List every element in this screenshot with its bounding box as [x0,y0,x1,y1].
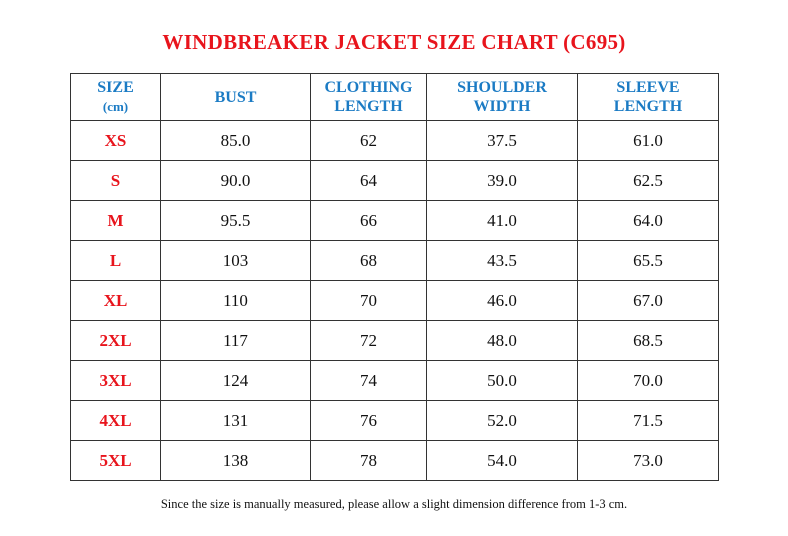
header-line: LENGTH [334,98,403,115]
value-cell: 43.5 [426,240,578,281]
value-cell: 76 [310,400,427,441]
column-header: SLEEVE LENGTH [577,73,719,121]
header-line: LENGTH [613,98,683,115]
value-cell: 85.0 [160,120,311,161]
size-cell: 4XL [70,400,161,441]
size-cell: XL [70,280,161,321]
value-cell: 90.0 [160,160,311,201]
value-cell: 72 [310,320,427,361]
value-cell: 124 [160,360,311,401]
table-row: 5XL 138 78 54.0 73.0 [70,440,719,481]
footnote: Since the size is manually measured, ple… [160,497,628,511]
value-cell: 73.0 [577,440,719,481]
value-cell: 71.5 [577,400,719,441]
size-cell: 3XL [70,360,161,401]
header-row: SIZE (cm) BUST CLOTHING LENGTH SHOULDER WIDTH S… [70,73,719,121]
value-cell: 52.0 [426,400,578,441]
value-cell: 78 [310,440,427,481]
column-header: BUST [160,73,311,121]
value-cell: 131 [160,400,311,441]
header-line: CLOTHING [324,79,413,96]
header-line: WIDTH [473,98,531,115]
value-cell: 68 [310,240,427,281]
header-line: BUST [214,88,257,106]
table-row: 2XL 117 72 48.0 68.5 [70,320,719,361]
size-cell: XS [70,120,161,161]
value-cell: 50.0 [426,360,578,401]
value-cell: 138 [160,440,311,481]
size-cell: 5XL [70,440,161,481]
value-cell: 74 [310,360,427,401]
size-cell: M [70,200,161,241]
value-cell: 61.0 [577,120,719,161]
header-line: SLEEVE [616,79,680,96]
size-cell: 2XL [70,320,161,361]
table-row: XS 85.0 62 37.5 61.0 [70,120,719,161]
header-line: SIZE [97,79,134,96]
value-cell: 95.5 [160,200,311,241]
table-row: 4XL 131 76 52.0 71.5 [70,400,719,441]
column-header: SIZE (cm) [70,73,161,121]
value-cell: 48.0 [426,320,578,361]
size-cell: L [70,240,161,281]
value-cell: 54.0 [426,440,578,481]
value-cell: 41.0 [426,200,578,241]
value-cell: 70.0 [577,360,719,401]
column-header: SHOULDER WIDTH [426,73,578,121]
value-cell: 117 [160,320,311,361]
size-table: SIZE (cm) BUST CLOTHING LENGTH SHOULDER WIDTH S… [70,73,719,481]
value-cell: 64 [310,160,427,201]
value-cell: 66 [310,200,427,241]
value-cell: 39.0 [426,160,578,201]
table-body: XS 85.0 62 37.5 61.0 S 90.0 64 39.0 62.5 M 95.5 66 41… [70,120,719,481]
value-cell: 62.5 [577,160,719,201]
table-row: S 90.0 64 39.0 62.5 [70,160,719,201]
value-cell: 68.5 [577,320,719,361]
header-line: (cm) [102,99,129,114]
value-cell: 67.0 [577,280,719,321]
value-cell: 46.0 [426,280,578,321]
value-cell: 64.0 [577,200,719,241]
value-cell: 110 [160,280,311,321]
title: WINDBREAKER JACKET SIZE CHART (C695) [162,30,626,54]
header-line: SHOULDER [457,79,547,96]
value-cell: 37.5 [426,120,578,161]
table-row: XL 110 70 46.0 67.0 [70,280,719,321]
table-row: 3XL 124 74 50.0 70.0 [70,360,719,401]
value-cell: 65.5 [577,240,719,281]
value-cell: 62 [310,120,427,161]
table-row: L 103 68 43.5 65.5 [70,240,719,281]
table-row: M 95.5 66 41.0 64.0 [70,200,719,241]
size-cell: S [70,160,161,201]
value-cell: 70 [310,280,427,321]
value-cell: 103 [160,240,311,281]
column-header: CLOTHING LENGTH [310,73,427,121]
